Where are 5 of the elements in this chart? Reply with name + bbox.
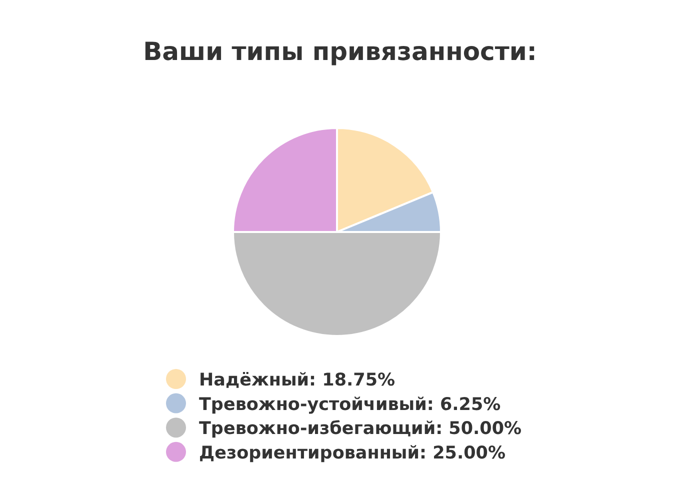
legend-label: Дезориентированный: 25.00% (199, 443, 506, 464)
legend-label: Тревожно-устойчивый: 6.25% (199, 394, 501, 415)
legend-label: Надёжный: 18.75% (199, 370, 396, 390)
chart-title: Ваши типы привязанности: (143, 37, 537, 66)
legend-label: Тревожно-избегающий: 50.00% (199, 419, 522, 440)
